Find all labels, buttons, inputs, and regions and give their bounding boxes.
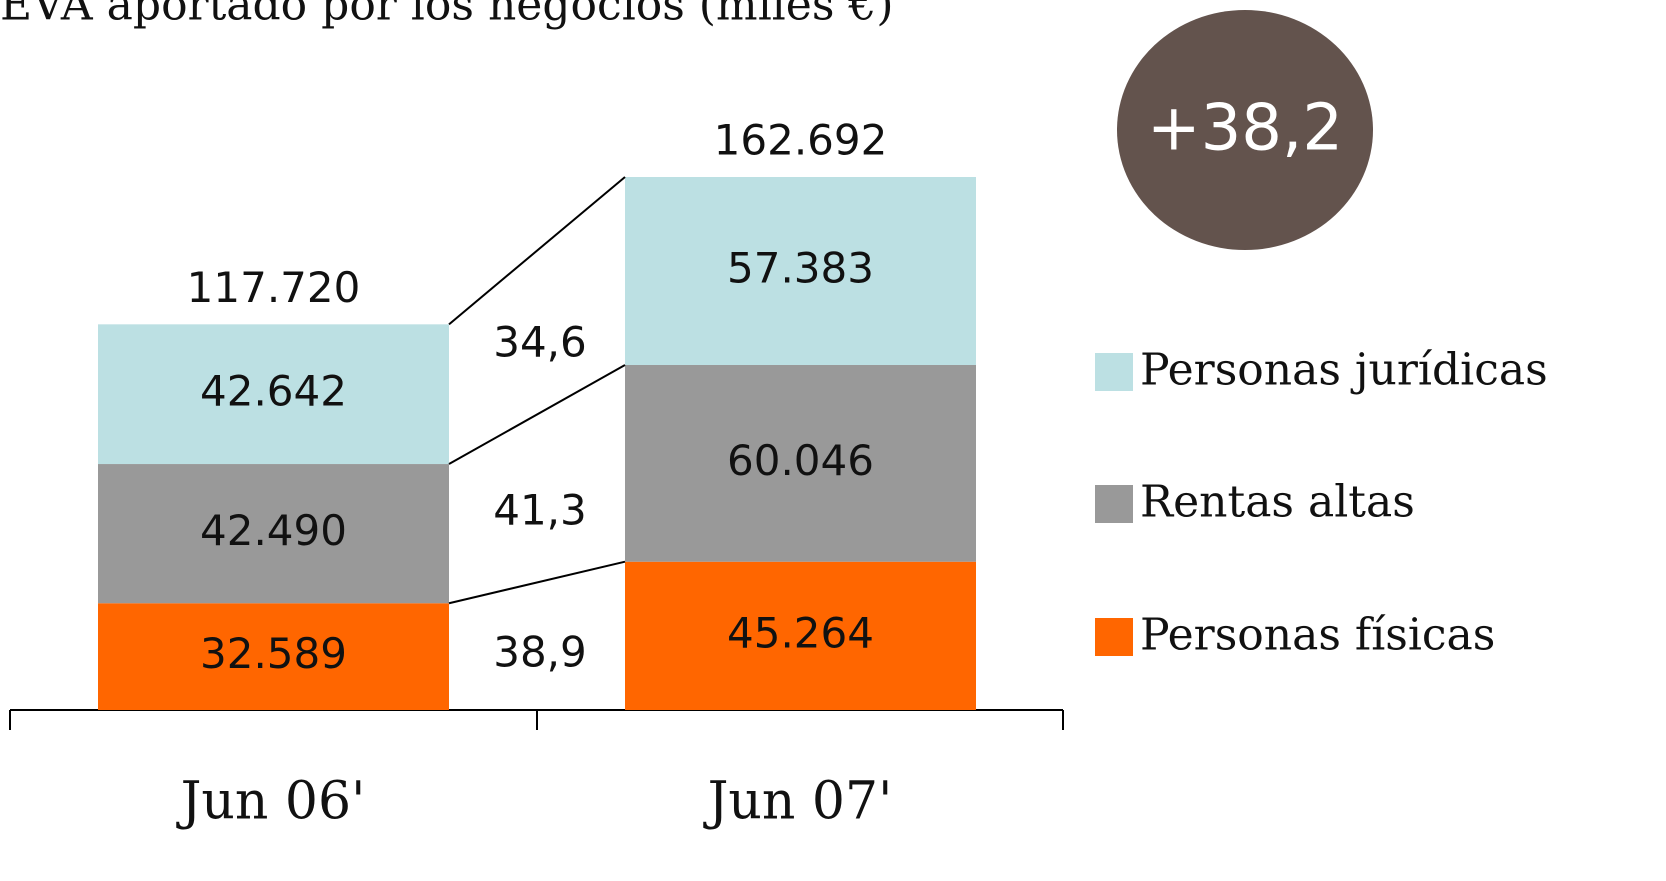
growth-label: 38,9 (493, 628, 587, 677)
bar-segment (98, 464, 449, 604)
bar-segment (98, 324, 449, 465)
legend-label: Personas físicas (1140, 610, 1495, 661)
legend-swatch (1095, 485, 1133, 523)
bar-segment (98, 603, 449, 710)
data-label: 45.264 (727, 608, 874, 657)
growth-label: 34,6 (493, 318, 587, 367)
total-label: 162.692 (714, 116, 888, 165)
legend-label: Personas jurídicas (1140, 345, 1548, 396)
connector-line (448, 560, 626, 605)
legend-swatch (1095, 353, 1133, 391)
legend-label: Rentas altas (1140, 477, 1415, 528)
x-tick-label: Jun 06' (176, 772, 366, 832)
total-growth-label: +38,2 (1147, 92, 1343, 166)
data-label: 42.490 (200, 506, 347, 555)
data-label: 60.046 (727, 436, 874, 485)
bar-segment (625, 364, 976, 562)
data-label: 32.589 (200, 629, 347, 678)
legend-swatch (1095, 618, 1133, 656)
total-label: 117.720 (187, 263, 361, 312)
x-tick-label: Jun 07' (703, 772, 893, 832)
connector-line (448, 364, 626, 465)
total-growth-badge (1117, 10, 1373, 250)
connector-line (448, 176, 626, 326)
data-label: 57.383 (727, 243, 874, 292)
bar-segment (625, 177, 976, 365)
growth-label: 41,3 (493, 486, 587, 535)
bar-segment (625, 561, 976, 710)
chart-title: EVA aportado por los negocios (miles €) (0, 0, 894, 31)
data-label: 42.642 (200, 367, 347, 416)
